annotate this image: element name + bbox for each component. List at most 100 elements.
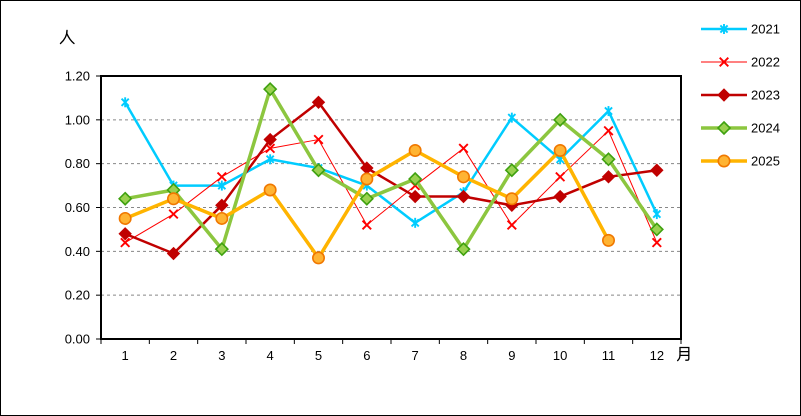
data-point-marker (719, 57, 729, 67)
x-axis-tick-label: 8 (460, 348, 467, 363)
x-axis-tick-label: 9 (508, 348, 515, 363)
month-glyph-stroke (679, 346, 690, 361)
data-point-marker (719, 24, 729, 34)
data-point-marker (311, 163, 326, 178)
data-point-marker (166, 246, 181, 261)
data-point-marker (118, 191, 133, 206)
series-2023 (118, 95, 664, 261)
marker-line (651, 237, 662, 248)
data-point-marker (168, 209, 179, 220)
data-point-marker (553, 144, 567, 158)
marker-line (603, 125, 614, 136)
x-axis-tick-label: 6 (363, 348, 370, 363)
legend-label: 2021 (751, 22, 780, 37)
marker-line (120, 237, 131, 248)
legend-label: 2022 (751, 55, 780, 70)
legend-item-2022: 2022 (701, 55, 780, 70)
marker-line (265, 143, 276, 154)
y-axis-labels: 0.00 0.20 0.40 0.60 0.80 1.00 1.20 (65, 69, 90, 347)
marker-line (719, 57, 729, 67)
marker-line (120, 98, 130, 107)
series-2024 (118, 82, 664, 257)
legend-item-2023: 2023 (701, 88, 780, 103)
data-point-marker (506, 220, 517, 231)
x-axis-tick-label: 7 (412, 348, 419, 363)
data-point-marker (649, 222, 664, 237)
data-point-marker (360, 172, 374, 186)
data-point-marker (311, 95, 326, 110)
series-line-2021 (123, 101, 659, 225)
data-point-marker (408, 144, 422, 158)
data-point-marker (458, 143, 469, 154)
y-axis-tick-label: 1.00 (65, 112, 90, 127)
x-axis-tick-label: 1 (122, 348, 129, 363)
data-point-marker (408, 171, 423, 187)
marker-line (216, 171, 227, 182)
data-point-marker (505, 192, 519, 206)
marker-line (265, 155, 275, 164)
x-axis-labels: 1 2 3 4 5 6 7 8 9 10 11 12 (122, 348, 665, 363)
marker-line (313, 134, 324, 145)
data-point-marker (263, 82, 278, 97)
legend-item-2025: 2025 (701, 154, 780, 169)
data-point-marker (601, 152, 616, 167)
data-point-marker (716, 120, 732, 136)
data-point-marker (263, 132, 277, 147)
data-point-marker (555, 171, 566, 182)
data-point-marker (359, 191, 374, 206)
legend-item-2024: 2024 (701, 121, 780, 136)
data-point-marker (601, 233, 615, 247)
data-point-marker (215, 211, 229, 225)
marker-line (217, 181, 227, 190)
data-point-marker (311, 251, 325, 265)
x-axis-tick-label: 3 (218, 348, 225, 363)
marker-line (410, 218, 420, 228)
legend-label: 2025 (751, 154, 780, 169)
data-point-marker (652, 209, 662, 220)
data-point-marker (717, 154, 731, 168)
data-point-marker (214, 242, 229, 257)
x-axis-tick-label: 10 (553, 348, 567, 363)
legend-label: 2023 (751, 88, 780, 103)
data-point-marker (120, 237, 131, 248)
data-point-marker (456, 189, 471, 204)
data-point-marker (216, 171, 227, 182)
legend-item-2021: 2021 (701, 22, 780, 37)
series-line-2024 (123, 87, 659, 251)
y-axis-unit-icon (59, 29, 75, 45)
data-point-marker (118, 211, 132, 225)
data-point-marker (456, 170, 470, 184)
data-point-marker (553, 112, 568, 127)
marker-line (458, 143, 469, 154)
series-2025 (118, 144, 615, 265)
data-point-marker (603, 125, 614, 136)
marker-line (719, 24, 729, 34)
data-point-marker (410, 217, 420, 228)
marker-line (361, 220, 372, 231)
marker-line (652, 209, 662, 219)
y-axis-tick-label: 0.20 (65, 288, 90, 303)
y-axis-tick-label: 0.00 (65, 332, 90, 347)
data-point-marker (167, 192, 181, 206)
x-axis-tick-label: 4 (267, 348, 274, 363)
series-2021 (120, 97, 662, 228)
data-point-marker (263, 183, 277, 197)
month-glyph-stroke (676, 346, 681, 362)
x-axis-tick-label: 2 (170, 348, 177, 363)
data-point-marker (650, 163, 664, 177)
data-point-marker (456, 242, 471, 257)
marker-line (555, 171, 566, 182)
person-glyph-stroke (59, 29, 68, 45)
axis-ticks (96, 75, 682, 344)
data-point-marker (313, 134, 324, 145)
data-point-marker (504, 163, 519, 178)
x-axis-tick-label: 5 (315, 348, 322, 363)
data-point-marker (717, 88, 731, 102)
y-axis-tick-label: 0.40 (65, 244, 90, 259)
y-axis-tick-label: 1.20 (65, 69, 90, 84)
legend-label: 2024 (751, 121, 780, 136)
data-point-marker (361, 220, 372, 231)
legend: 2021 2022 2023 2024 2025 (701, 22, 780, 169)
marker-line (506, 220, 517, 231)
data-point-marker (651, 237, 662, 248)
